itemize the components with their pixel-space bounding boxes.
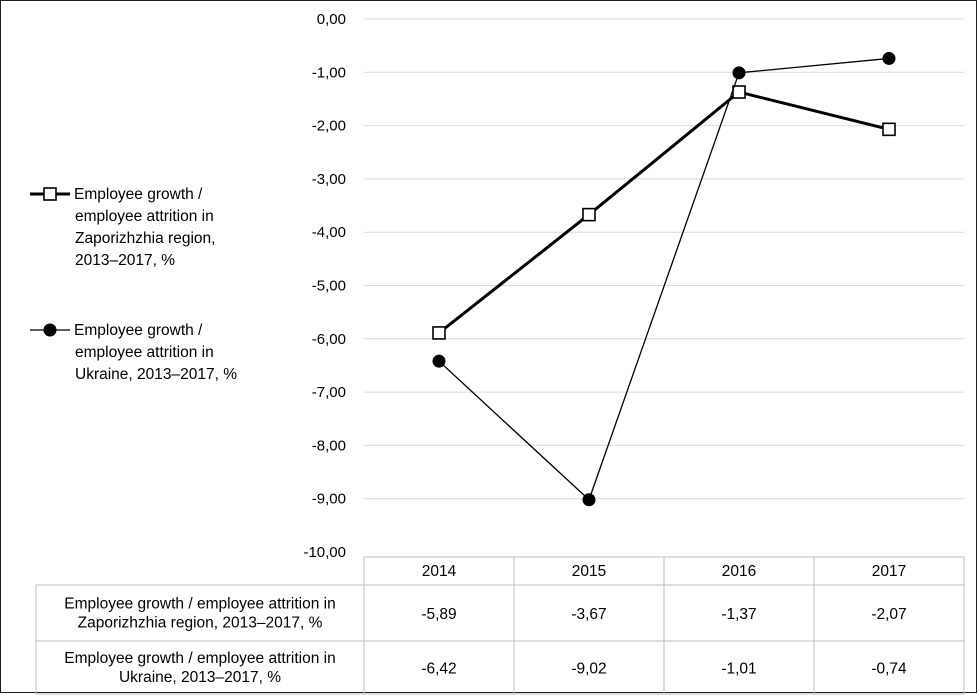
y-tick-label: -7,00 xyxy=(312,384,346,401)
legend-square-icon xyxy=(43,187,57,201)
y-tick-label: 0,00 xyxy=(317,11,346,28)
y-tick-label: -3,00 xyxy=(312,171,346,188)
table-value-cell: -6,42 xyxy=(421,661,456,678)
data-point-square xyxy=(732,85,746,99)
table-value-cell: -2,07 xyxy=(871,606,906,623)
data-point-circle xyxy=(582,493,596,507)
table-value-cell: -3,67 xyxy=(571,606,606,623)
table-value-cell: -9,02 xyxy=(571,661,606,678)
x-category-label: 2015 xyxy=(572,563,606,580)
table-row-label: Employee growth / employee attrition in xyxy=(64,596,335,613)
y-tick-label: -4,00 xyxy=(312,224,346,241)
data-point-square xyxy=(882,122,896,137)
y-tick-label: -2,00 xyxy=(312,118,346,135)
y-tick-label: -8,00 xyxy=(312,437,346,454)
legend-circle-icon xyxy=(43,323,57,337)
legend-label: employee attrition in xyxy=(75,344,214,361)
legend-label: 2013–2017, % xyxy=(75,252,175,269)
table-value-cell: -0,74 xyxy=(871,661,907,678)
legend-label: employee attrition in xyxy=(75,208,214,225)
data-point-circle xyxy=(882,51,896,65)
table-value-cell: -1,37 xyxy=(721,606,756,623)
legend-label: Ukraine, 2013–2017, % xyxy=(75,366,237,383)
table-value-cell: -1,01 xyxy=(721,661,756,678)
table-row-label: Zaporizhzhia region, 2013–2017, % xyxy=(78,615,323,632)
table-value-cell: -5,89 xyxy=(421,606,456,623)
data-point-circle xyxy=(432,354,446,368)
legend-label: Employee growth / xyxy=(74,322,203,339)
table-row-label: Ukraine, 2013–2017, % xyxy=(119,669,281,686)
y-tick-label: -9,00 xyxy=(312,491,346,508)
y-tick-label: -10,00 xyxy=(303,544,346,561)
x-category-label: 2017 xyxy=(872,563,906,580)
data-point-square xyxy=(582,207,596,222)
series-line xyxy=(438,57,890,501)
legend-label: Employee growth / xyxy=(74,186,203,203)
legend-label: Zaporizhzhia region, xyxy=(75,230,215,247)
y-tick-label: -5,00 xyxy=(312,278,346,295)
data-point-square xyxy=(432,326,446,340)
data-point-circle xyxy=(732,66,746,80)
x-category-label: 2014 xyxy=(422,563,457,580)
series-line xyxy=(438,90,890,335)
table-row-label: Employee growth / employee attrition in xyxy=(64,650,335,667)
y-tick-label: -1,00 xyxy=(312,64,346,81)
y-tick-label: -6,00 xyxy=(312,331,346,348)
x-category-label: 2016 xyxy=(722,563,756,580)
